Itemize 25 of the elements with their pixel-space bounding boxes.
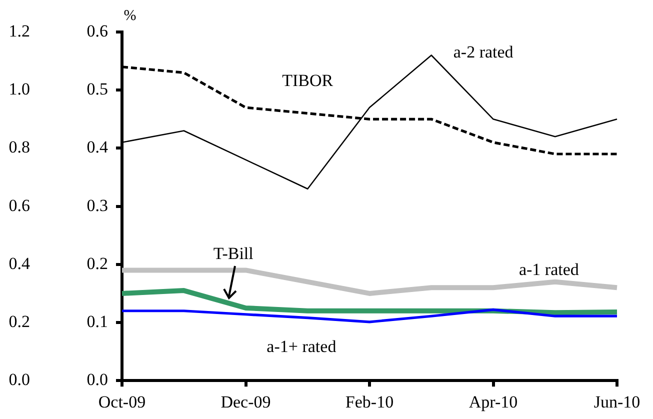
series-label: TIBOR (282, 70, 334, 90)
y-tick-label: 0.6 (86, 21, 108, 40)
y2-tick-label: 0.0 (8, 370, 30, 390)
x-tick-label: Apr-10 (468, 392, 518, 412)
text: T-Bill (213, 244, 254, 263)
x-tick-label: Dec-09 (220, 392, 271, 412)
y2-tick-label: 0.4 (8, 254, 30, 273)
y-tick-label: 0.5 (86, 80, 108, 99)
y2-tick-label: 1.0 (8, 80, 30, 99)
y2-tick-label: 0.8 (8, 138, 30, 157)
x-tick-label: Oct-09 (98, 392, 146, 412)
y-tick-label: 0.1 (86, 312, 108, 331)
x-tick-label: Jun-10 (594, 392, 640, 412)
y2-tick-label: 0.2 (8, 312, 30, 331)
y-tick-label: 0.0 (86, 370, 108, 390)
y-tick-label: 0.2 (86, 254, 108, 273)
y-tick-label: 0.4 (86, 138, 108, 157)
series-label: a-2 rated (453, 42, 514, 62)
x-tick-label: Feb-10 (345, 392, 394, 412)
y-axis-title: % (124, 8, 136, 24)
y-tick-label: 0.3 (86, 196, 108, 215)
series-label: a-1+ rated (266, 336, 337, 356)
y2-tick-label: 1.2 (8, 21, 30, 40)
series-label: a-1 rated (518, 260, 580, 279)
y2-tick-label: 0.6 (8, 196, 30, 215)
